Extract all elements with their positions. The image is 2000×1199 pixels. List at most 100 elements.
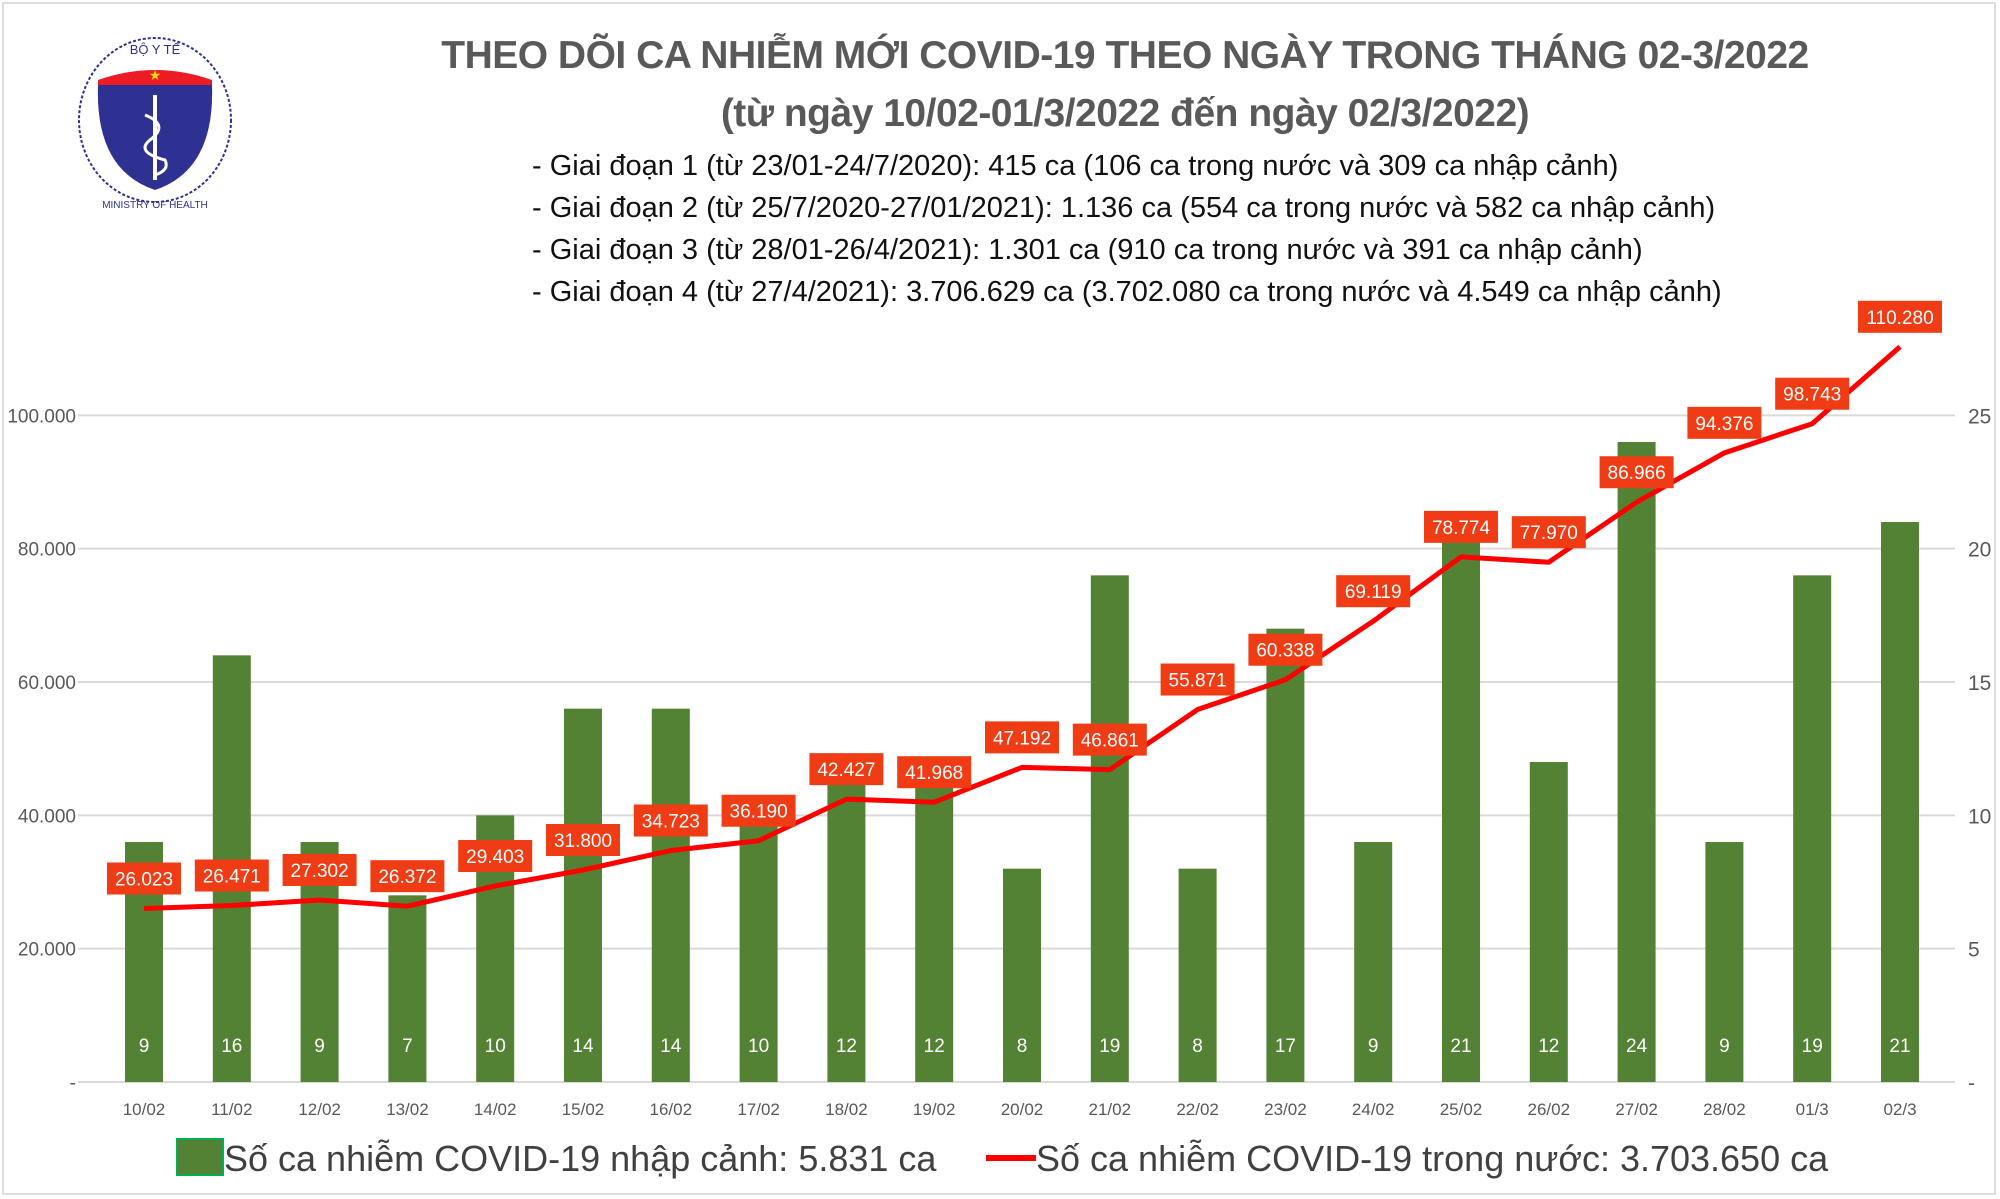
- x-axis-tick-label: 19/02: [913, 1100, 956, 1119]
- bar-data-label: 7: [402, 1036, 413, 1057]
- line-data-label: 29.403: [466, 847, 524, 868]
- bar-data-label: 12: [1538, 1036, 1559, 1057]
- bar: [1705, 842, 1744, 1082]
- bar: [739, 815, 778, 1082]
- left-axis-tick-label: 80.000: [18, 540, 76, 561]
- bar-data-label: 19: [1099, 1036, 1120, 1057]
- left-axis-tick-label: 20.000: [18, 940, 76, 961]
- bar: [1442, 522, 1480, 1082]
- line-data-label: 78.774: [1432, 518, 1491, 539]
- legend-bar: Số ca nhiễm COVID-19 nhập cảnh: 5.831 ca: [176, 1138, 936, 1180]
- line-data-label-box: [107, 862, 181, 895]
- logo-top-text: BỘ Y TẾ: [130, 42, 181, 57]
- x-axis-tick-label: 23/02: [1264, 1100, 1307, 1119]
- line-data-label-box: [1858, 300, 1942, 333]
- bar-data-label: 10: [485, 1036, 506, 1057]
- x-axis-tick-label: 18/02: [825, 1100, 868, 1119]
- x-axis-tick-label: 17/02: [737, 1100, 780, 1119]
- x-axis-tick-label: 15/02: [562, 1100, 605, 1119]
- x-axis-tick-label: 20/02: [1001, 1100, 1044, 1119]
- bar: [1354, 842, 1393, 1082]
- bar-data-label: 9: [139, 1036, 150, 1057]
- line-data-label-box: [897, 756, 972, 789]
- phase-4-note: - Giai đoạn 4 (từ 27/4/2021): 3.706.629 …: [532, 276, 1722, 308]
- line-data-label: 36.190: [730, 802, 788, 823]
- x-axis-tick-label: 01/3: [1796, 1100, 1829, 1119]
- left-axis-tick-label: 60.000: [18, 673, 76, 694]
- legend-bar-swatch: [176, 1138, 224, 1176]
- bar-data-label: 24: [1626, 1036, 1648, 1057]
- line-data-label-box: [1072, 723, 1147, 756]
- right-axis-tick-label: -: [1968, 1072, 1975, 1095]
- line-data-label: 26.471: [203, 867, 261, 888]
- bar-data-label: 21: [1889, 1036, 1910, 1057]
- line-data-label-box: [1424, 510, 1498, 543]
- line-data-label: 41.968: [905, 763, 963, 784]
- bar-data-label: 17: [1275, 1036, 1296, 1057]
- line-data-label-box: [633, 804, 708, 837]
- line-data-label-box: [282, 853, 357, 886]
- line-data-label: 42.427: [817, 760, 875, 781]
- left-axis-tick-label: 40.000: [18, 806, 76, 827]
- ministry-logo: ★ BỘ Y TẾ MINISTRY OF HEALTH: [78, 37, 232, 210]
- line-data-label-box: [809, 753, 884, 786]
- legend-line-swatch: [986, 1155, 1036, 1161]
- bar: [1793, 575, 1832, 1082]
- x-axis-tick-label: 12/02: [298, 1100, 341, 1119]
- x-axis-tick-label: 25/02: [1440, 1100, 1483, 1119]
- phase-3-note: - Giai đoạn 3 (từ 28/01-26/4/2021): 1.30…: [532, 234, 1643, 266]
- line-data-label: 110.280: [1866, 308, 1933, 329]
- line-data-label: 55.871: [1169, 671, 1227, 692]
- bar: [1881, 522, 1919, 1082]
- bar-data-label: 14: [572, 1036, 594, 1057]
- x-axis-tick-label: 11/02: [211, 1100, 252, 1119]
- line-data-label-box: [546, 824, 620, 856]
- line-data-label-box: [370, 860, 445, 893]
- x-axis-tick-label: 02/3: [1883, 1100, 1916, 1119]
- line-data-label-box: [458, 839, 533, 872]
- bar-data-label: 14: [660, 1036, 682, 1057]
- chart-title: THEO DÕI CA NHIỄM MỚI COVID-19 THEO NGÀY…: [441, 34, 1809, 77]
- bar: [1178, 868, 1217, 1082]
- legend-line: Số ca nhiễm COVID-19 trong nước: 3.703.6…: [986, 1138, 1828, 1180]
- line-data-label-box: [1511, 516, 1586, 549]
- bar-data-label: 12: [924, 1036, 945, 1057]
- bar-data-label: 19: [1802, 1036, 1823, 1057]
- bar: [1266, 628, 1305, 1082]
- x-axis-tick-label: 14/02: [474, 1100, 517, 1119]
- bar: [1529, 762, 1568, 1082]
- line-data-label: 27.302: [291, 861, 349, 882]
- right-axis-tick-label: 15: [1968, 672, 1991, 695]
- line-data-label-box: [985, 721, 1059, 754]
- bar-data-label: 16: [221, 1036, 242, 1057]
- x-axis-tick-label: 16/02: [650, 1100, 693, 1119]
- x-axis-tick-label: 26/02: [1528, 1100, 1571, 1119]
- line-data-label-box: [1248, 633, 1323, 666]
- line-data-label-box: [721, 794, 796, 827]
- line-data-label-box: [1336, 575, 1411, 608]
- line-data-label-box: [1599, 456, 1674, 489]
- svg-text:★: ★: [149, 67, 162, 83]
- x-axis-tick-label: 24/02: [1352, 1100, 1395, 1119]
- x-axis-tick-label: 27/02: [1615, 1100, 1658, 1119]
- line-data-label: 77.970: [1520, 523, 1578, 544]
- bar: [564, 708, 602, 1082]
- bar-data-label: 9: [1368, 1036, 1379, 1057]
- bar-data-label: 21: [1450, 1036, 1471, 1057]
- legend-line-label: Số ca nhiễm COVID-19 trong nước: 3.703.6…: [1036, 1138, 1829, 1179]
- bar-data-label: 12: [836, 1036, 857, 1057]
- x-axis-tick-label: 22/02: [1176, 1100, 1219, 1119]
- phase-1-note: - Giai đoạn 1 (từ 23/01-24/7/2020): 415 …: [532, 150, 1619, 182]
- line-data-label-box: [1160, 663, 1235, 696]
- bar-data-label: 9: [1719, 1036, 1730, 1057]
- line-data-label: 60.338: [1256, 641, 1314, 662]
- right-axis-tick-label: 5: [1968, 939, 1980, 962]
- line-data-label: 94.376: [1695, 414, 1753, 435]
- x-axis-tick-label: 13/02: [386, 1100, 429, 1119]
- line-data-label: 98.743: [1783, 385, 1841, 406]
- right-axis-tick-label: 10: [1968, 805, 1991, 828]
- line-data-label-box: [1687, 406, 1762, 439]
- x-axis-tick-label: 21/02: [1089, 1100, 1132, 1119]
